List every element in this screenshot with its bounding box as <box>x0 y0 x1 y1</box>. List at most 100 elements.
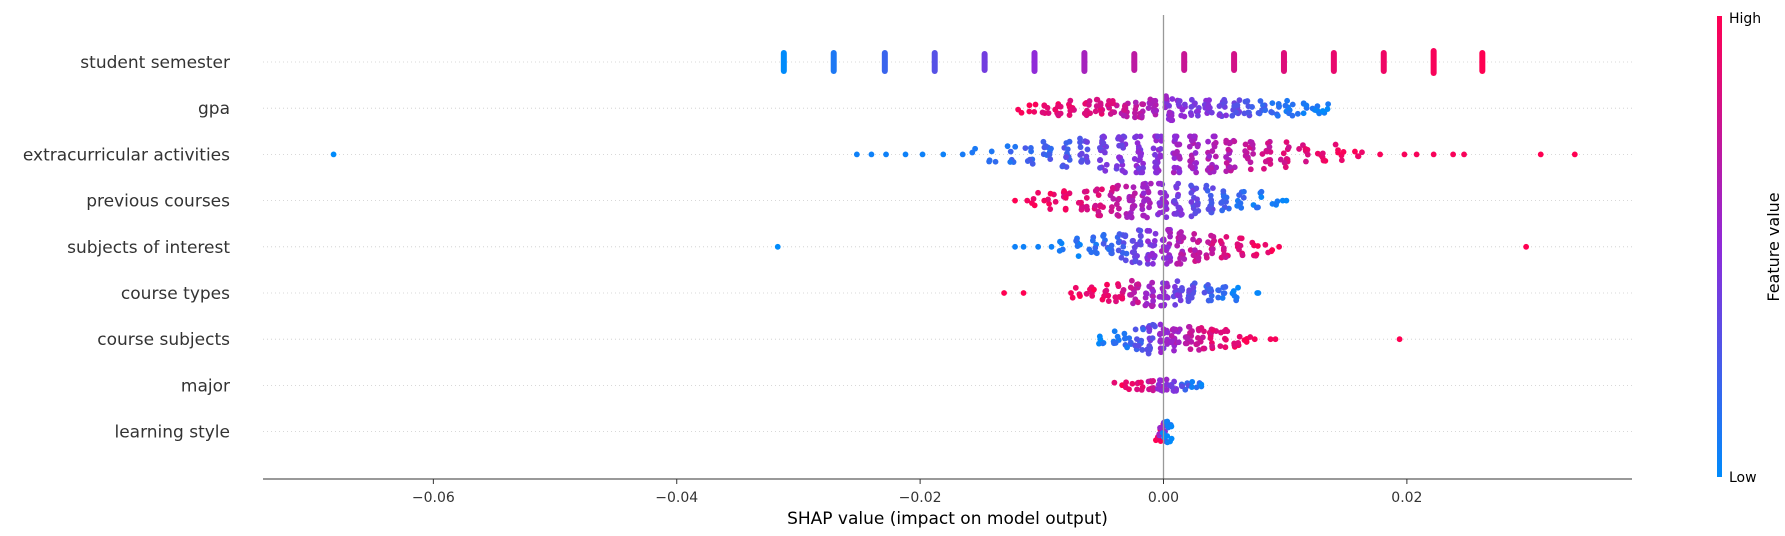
shap-point <box>1163 255 1170 261</box>
shap-point <box>1140 165 1147 171</box>
shap-point <box>1220 245 1227 252</box>
shap-outlier-point <box>940 151 947 158</box>
shap-point <box>1081 188 1088 195</box>
shap-point <box>1140 160 1147 167</box>
shap-point <box>1135 299 1141 306</box>
shap-point <box>1194 143 1201 150</box>
shap-point <box>1174 242 1181 249</box>
shap-outlier-point <box>1035 243 1042 250</box>
shap-point <box>1258 188 1265 195</box>
shap-point <box>1179 106 1186 113</box>
feature-label: previous courses <box>86 192 230 212</box>
shap-bar-cluster <box>830 50 837 74</box>
shap-point <box>1100 133 1107 140</box>
shap-point <box>1133 133 1140 140</box>
shap-point <box>1159 209 1166 216</box>
shap-point <box>1258 194 1265 200</box>
shap-point <box>1234 241 1241 248</box>
shap-point <box>1209 250 1215 257</box>
shap-point <box>1150 378 1157 384</box>
shap-point <box>1159 387 1166 394</box>
shap-outlier-point <box>1276 243 1283 250</box>
shap-point <box>1091 286 1097 293</box>
shap-point <box>1121 335 1128 342</box>
shap-point <box>1150 288 1157 295</box>
shap-point <box>1059 163 1066 170</box>
shap-point <box>1199 334 1206 341</box>
shap-point <box>1111 328 1118 335</box>
shap-point <box>1242 148 1249 154</box>
shap-point <box>1193 384 1200 391</box>
shap-point <box>1188 384 1195 391</box>
shap-point <box>1284 97 1291 104</box>
shap-point <box>1108 250 1115 256</box>
shap-point <box>1235 284 1241 291</box>
shap-bar-cluster <box>1081 50 1088 74</box>
shap-point <box>1249 104 1255 110</box>
colorbar-title: Feature value <box>1764 192 1783 301</box>
shap-point <box>1165 226 1171 233</box>
shap-point <box>1161 301 1168 308</box>
shap-point <box>1150 107 1157 114</box>
shap-point <box>1092 108 1099 115</box>
shap-point <box>1030 195 1037 202</box>
shap-point <box>1238 235 1245 242</box>
shap-point <box>1147 180 1154 187</box>
shap-point <box>1115 205 1122 212</box>
shap-point <box>1206 97 1212 104</box>
shap-point <box>1066 138 1073 145</box>
shap-bar-cluster <box>881 50 888 74</box>
shap-point <box>1156 377 1163 384</box>
shap-outlier-point <box>774 243 781 250</box>
shap-point <box>1152 151 1158 158</box>
shap-point <box>1066 190 1073 197</box>
shap-point <box>1163 338 1170 345</box>
feature-label: learning style <box>114 423 230 443</box>
shap-point <box>1110 100 1117 107</box>
shap-point <box>1247 334 1254 340</box>
shap-point <box>1171 155 1178 161</box>
shap-point <box>1191 133 1197 140</box>
shap-point <box>1204 187 1211 194</box>
shap-point <box>1253 251 1260 258</box>
shap-point <box>1189 378 1196 385</box>
shap-outlier-point <box>919 151 926 158</box>
shap-point <box>1251 242 1257 249</box>
shap-point <box>1168 435 1175 442</box>
shap-point <box>1188 199 1195 205</box>
shap-point <box>1217 343 1224 350</box>
shap-point <box>1132 99 1139 106</box>
shap-point <box>1187 329 1193 336</box>
shap-point <box>1223 168 1230 175</box>
shap-point <box>1081 110 1088 117</box>
shap-point <box>1138 379 1144 386</box>
shap-bar-cluster <box>1330 50 1337 74</box>
shap-point <box>1189 164 1196 171</box>
shap-point <box>1165 244 1171 250</box>
shap-point <box>1120 243 1127 250</box>
shap-point <box>1150 387 1156 394</box>
shap-point <box>1150 297 1157 304</box>
shap-point <box>1172 301 1179 308</box>
shap-point <box>1207 192 1214 199</box>
shap-point <box>1352 148 1358 155</box>
shap-point <box>1274 112 1281 119</box>
shap-point <box>1078 159 1085 165</box>
shap-point <box>1131 249 1138 256</box>
shap-outlier-point <box>330 151 337 158</box>
shap-point <box>1173 387 1179 394</box>
shap-point <box>1007 148 1014 155</box>
shap-point <box>1244 155 1251 162</box>
shap-point <box>1205 138 1211 145</box>
shap-point <box>1269 247 1276 253</box>
shap-point <box>1269 100 1276 107</box>
shap-point <box>1277 156 1284 163</box>
shap-point <box>1007 159 1014 165</box>
shap-point <box>1149 335 1156 342</box>
shap-point <box>1107 192 1114 199</box>
shap-point <box>1163 214 1170 221</box>
shap-point <box>1188 104 1195 110</box>
shap-point <box>1195 108 1201 115</box>
shap-outlier-point <box>1272 336 1279 343</box>
